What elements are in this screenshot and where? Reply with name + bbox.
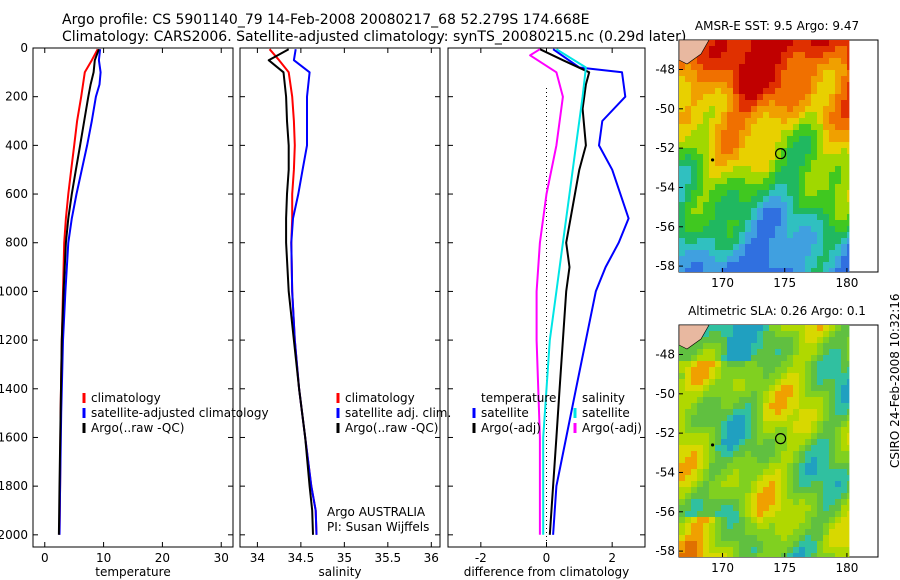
y-tick-label: 1000 bbox=[0, 284, 28, 298]
plot-frame-salinity bbox=[239, 47, 441, 548]
x-tick-label-salinity: 34 bbox=[250, 551, 265, 565]
map-y-tick-label-sla-map: -54 bbox=[655, 465, 675, 479]
legend-temp-satellite: satellite-adjusted climatology bbox=[91, 406, 269, 420]
legend-sal-satellite: satellite adj. clim. bbox=[345, 406, 451, 420]
x-tick-label-temperature: 30 bbox=[214, 551, 229, 565]
y-tick-label: 0 bbox=[20, 41, 28, 55]
legend-diff-temp-argo: Argo(-adj) bbox=[481, 421, 541, 435]
series-group-temperature bbox=[57, 48, 102, 535]
header-title-line2: Climatology: CARS2006. Satellite-adjuste… bbox=[62, 29, 687, 45]
map-x-tick-label-sla-map: 180 bbox=[835, 561, 858, 575]
legend-temp-climatology: climatology bbox=[91, 391, 161, 405]
map-y-tick-label-sla-map: -56 bbox=[655, 505, 675, 519]
legend-sal-argo: Argo(..raw -QC) bbox=[345, 421, 438, 435]
legend-temp-argo: Argo(..raw -QC) bbox=[91, 421, 184, 435]
series-line-difference-0 bbox=[552, 48, 630, 535]
map-y-tick-label-sla-map: -50 bbox=[655, 387, 675, 401]
x-axis-label-salinity: salinity bbox=[318, 565, 361, 579]
x-tick-label-salinity: 34.5 bbox=[288, 551, 315, 565]
map1-title: AMSR-E SST: 9.5 Argo: 9.47 bbox=[694, 19, 860, 33]
map-y-tick-label-sst-map: -48 bbox=[655, 62, 675, 76]
x-tick-label-difference: -2 bbox=[475, 551, 487, 565]
series-line-difference-2 bbox=[542, 48, 587, 535]
plot-frame-temperature bbox=[32, 47, 234, 548]
map-y-tick-label-sla-map: -52 bbox=[655, 426, 675, 440]
series-group-difference bbox=[529, 48, 630, 535]
x-tick-label-temperature: 10 bbox=[96, 551, 111, 565]
legend-diff-sal-satellite: satellite bbox=[582, 406, 630, 420]
map-x-tick-label-sst-map: 170 bbox=[711, 276, 734, 290]
y-tick-label: 600 bbox=[5, 187, 28, 201]
map-y-tick-label-sst-map: -52 bbox=[655, 141, 675, 155]
series-line-difference-1 bbox=[539, 48, 591, 535]
x-tick-label-difference: 2 bbox=[608, 551, 616, 565]
header-title-line1: Argo profile: CS 5901140_79 14-Feb-2008 … bbox=[62, 12, 590, 28]
x-tick-label-difference: 0 bbox=[543, 551, 551, 565]
series-line-temperature-2 bbox=[57, 48, 100, 535]
map-island-sla-map bbox=[710, 443, 715, 447]
map-raster-sla-map bbox=[679, 325, 850, 557]
x-tick-label-salinity: 35.5 bbox=[374, 551, 401, 565]
y-tick-label: 200 bbox=[5, 90, 28, 104]
map-y-tick-label-sst-map: -54 bbox=[655, 180, 675, 194]
x-axis-label-difference: difference from climatology bbox=[464, 565, 630, 579]
y-tick-label: 1200 bbox=[0, 333, 28, 347]
y-tick-label: 1800 bbox=[0, 479, 28, 493]
annotation-argo-australia: Argo AUSTRALIA bbox=[327, 505, 426, 519]
legend-diff-temp-satellite: satellite bbox=[481, 406, 529, 420]
series-line-salinity-2 bbox=[267, 48, 314, 535]
map-y-tick-label-sla-map: -58 bbox=[655, 544, 675, 558]
map-x-tick-label-sst-map: 180 bbox=[835, 276, 858, 290]
y-tick-label: 800 bbox=[5, 236, 28, 250]
plot-frame-difference bbox=[447, 47, 646, 548]
map-x-tick-label-sla-map: 170 bbox=[711, 561, 734, 575]
y-tick-label: 400 bbox=[5, 138, 28, 152]
map2-title: Altimetric SLA: 0.26 Argo: 0.1 bbox=[688, 304, 866, 318]
y-tick-label: 1600 bbox=[0, 430, 28, 444]
map-land-sla-map bbox=[678, 324, 710, 350]
x-axis-label-temperature: temperature bbox=[95, 565, 170, 579]
map-raster-sst-map bbox=[679, 40, 850, 272]
y-tick-label: 1400 bbox=[0, 382, 28, 396]
map-y-tick-label-sla-map: -48 bbox=[655, 347, 675, 361]
map-y-tick-label-sst-map: -58 bbox=[655, 259, 675, 273]
x-tick-label-temperature: 20 bbox=[155, 551, 170, 565]
legend-diff-title-temperature: temperature bbox=[481, 391, 556, 405]
legend-sal-climatology: climatology bbox=[345, 391, 415, 405]
argo-position-marker-sst-map bbox=[774, 148, 787, 160]
y-tick-label: 2000 bbox=[0, 528, 28, 542]
map-x-tick-label-sla-map: 175 bbox=[773, 561, 796, 575]
x-tick-label-salinity: 35 bbox=[337, 551, 352, 565]
map-island-sst-map bbox=[710, 158, 715, 162]
map-land-sst-map bbox=[678, 39, 710, 65]
map-y-tick-label-sst-map: -56 bbox=[655, 220, 675, 234]
legend-diff-title-salinity: salinity bbox=[582, 391, 625, 405]
x-tick-label-temperature: 0 bbox=[41, 551, 49, 565]
x-tick-label-salinity: 36 bbox=[424, 551, 439, 565]
argo-position-marker-sla-map bbox=[774, 433, 787, 445]
series-group-salinity bbox=[267, 48, 318, 535]
annotation-pi: PI: Susan Wijffels bbox=[327, 520, 429, 534]
map-y-tick-label-sst-map: -50 bbox=[655, 102, 675, 116]
legend-diff-sal-argo: Argo(-adj) bbox=[582, 421, 642, 435]
map-x-tick-label-sst-map: 175 bbox=[773, 276, 796, 290]
series-line-difference-3 bbox=[529, 48, 564, 535]
